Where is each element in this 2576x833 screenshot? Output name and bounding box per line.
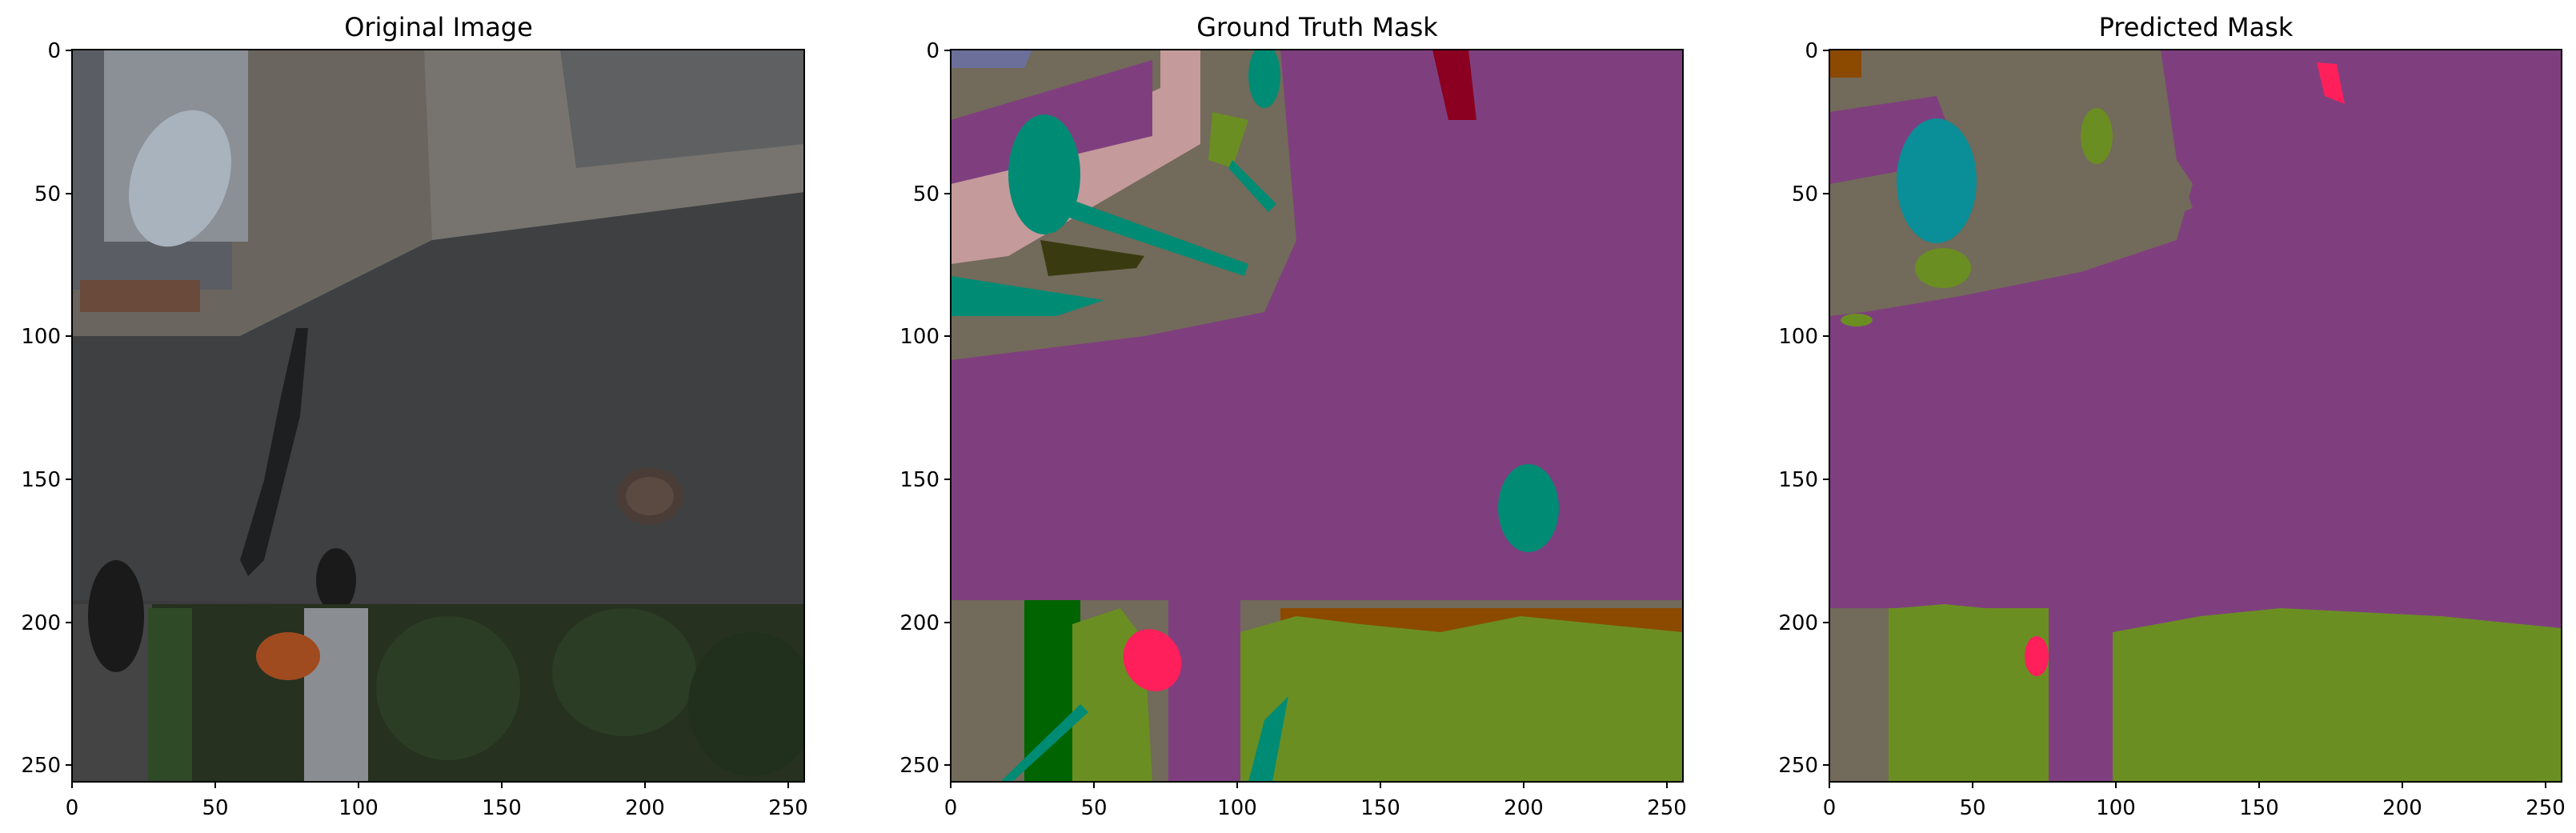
x-tick-label: 100: [2096, 796, 2136, 820]
x-tick-label: 50: [1080, 796, 1107, 820]
x-tick-label: 100: [1217, 796, 1257, 820]
axes-frame-predicted: [1829, 49, 2562, 783]
y-tick-label: 0: [47, 39, 61, 63]
x-tick-label: 0: [944, 796, 958, 820]
y-tick-label: 150: [1778, 468, 1818, 492]
y-tick-label: 200: [1778, 611, 1818, 635]
x-tick-label: 150: [2239, 796, 2279, 820]
y-tick-label: 50: [1792, 182, 1818, 206]
panel-title-original: Original Image: [344, 12, 533, 42]
y-tick-label: 200: [21, 611, 61, 635]
original-photo: [72, 50, 804, 782]
x-tick-label: 0: [1823, 796, 1837, 820]
y-tick-label: 0: [1805, 39, 1818, 63]
y-ticks-ground-truth: 0 50 100 150 200 250: [899, 39, 951, 778]
x-tick-label: 150: [1360, 796, 1400, 820]
panel-ground-truth: Ground Truth Mask: [899, 12, 1686, 820]
panel-original: Original Image: [21, 12, 808, 820]
y-tick-label: 250: [1778, 754, 1818, 778]
y-tick-label: 50: [913, 182, 939, 206]
y-tick-label: 150: [21, 468, 61, 492]
y-tick-label: 250: [21, 754, 61, 778]
axes-frame-ground-truth: [950, 49, 1684, 783]
ground-truth-mask: [951, 50, 1683, 782]
x-tick-label: 0: [66, 796, 79, 820]
y-ticks-predicted: 0 50 100 150 200 250: [1778, 39, 1829, 778]
y-ticks-original: 0 50 100 150 200 250: [21, 39, 72, 778]
y-tick-label: 100: [1778, 325, 1818, 349]
x-tick-label: 150: [482, 796, 522, 820]
x-ticks-predicted: 0 50 100 150 200 250: [1823, 782, 2566, 820]
x-tick-label: 100: [339, 796, 379, 820]
axes-frame-original: [71, 49, 805, 783]
y-tick-label: 150: [899, 468, 939, 492]
x-tick-label: 200: [1504, 796, 1544, 820]
y-tick-label: 250: [899, 754, 939, 778]
x-tick-label: 50: [202, 796, 228, 820]
y-tick-label: 100: [899, 325, 939, 349]
x-tick-label: 200: [2382, 796, 2422, 820]
x-ticks-ground-truth: 0 50 100 150 200 250: [944, 782, 1687, 820]
x-tick-label: 200: [625, 796, 665, 820]
y-tick-label: 200: [899, 611, 939, 635]
x-tick-label: 250: [1647, 796, 1687, 820]
panel-predicted: Predicted Mask: [1778, 12, 2565, 820]
y-tick-label: 100: [21, 325, 61, 349]
x-tick-label: 250: [768, 796, 808, 820]
panel-title-ground-truth: Ground Truth Mask: [1196, 12, 1438, 42]
panel-title-predicted: Predicted Mask: [2099, 12, 2294, 42]
y-tick-label: 0: [926, 39, 939, 63]
predicted-mask: [1829, 50, 2562, 782]
y-tick-label: 50: [34, 182, 61, 206]
x-tick-label: 250: [2526, 796, 2566, 820]
x-tick-label: 50: [1959, 796, 1985, 820]
x-ticks-original: 0 50 100 150 200 250: [66, 782, 808, 820]
